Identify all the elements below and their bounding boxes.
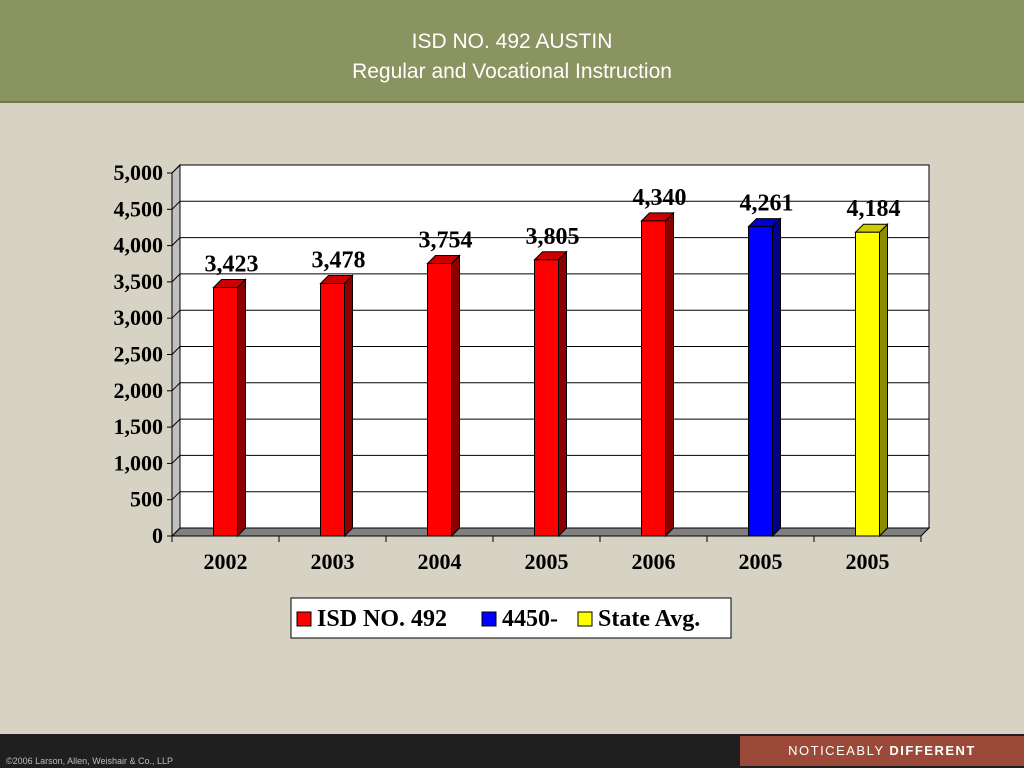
gridline — [171, 200, 929, 210]
bar — [320, 282, 345, 537]
legend-label: ISD NO. 492 — [317, 606, 447, 632]
bar-side — [237, 278, 246, 538]
y-tick-label: 5,000 — [114, 160, 164, 185]
y-tick-label: 3,500 — [114, 269, 164, 294]
tagline-normal: NOTICEABLY — [788, 743, 890, 758]
y-tick-label: 4,000 — [114, 233, 164, 258]
bar — [213, 286, 238, 537]
x-tick-label: 2002 — [204, 549, 248, 574]
y-tick-label: 1,000 — [114, 450, 164, 475]
data-label: 4,340 — [633, 185, 687, 211]
y-tick-label: 3,000 — [114, 305, 164, 330]
copyright-text: ©2006 Larson, Allen, Weishair & Co., LLP — [6, 756, 174, 766]
gridline — [171, 454, 929, 464]
x-tick-label: 2006 — [632, 549, 676, 574]
gridline — [171, 418, 929, 428]
x-tick-label: 2005 — [739, 549, 783, 574]
gridline — [171, 237, 929, 246]
x-tick-label: 2005 — [525, 549, 569, 574]
bar — [748, 226, 773, 537]
y-tick-label: 500 — [130, 487, 163, 512]
data-label: 3,478 — [312, 247, 366, 273]
bar — [855, 231, 880, 537]
legend-label: 4450- — [502, 606, 558, 632]
y-tick-label: 2,500 — [114, 342, 164, 367]
data-label: 3,805 — [526, 224, 580, 250]
legend-label: State Avg. — [598, 606, 700, 632]
bar-chart: 0 500 1,000 1,500 2,000 2,500 3,000 3,500 4,000 4… — [114, 160, 931, 639]
y-tick-label: 1,500 — [114, 414, 164, 439]
tagline: NOTICEABLY DIFFERENT — [740, 736, 1024, 766]
bar-side — [879, 223, 888, 538]
data-label: 3,754 — [419, 227, 473, 253]
x-tick-label: 2005 — [846, 549, 890, 574]
bar-side — [558, 250, 567, 538]
tagline-bold: DIFFERENT — [889, 743, 976, 758]
legend-swatch — [577, 611, 593, 627]
chart-subtitle: Regular and Vocational Instruction — [352, 60, 672, 83]
data-label: 3,423 — [205, 251, 259, 277]
bar-side — [344, 274, 353, 538]
legend-swatch — [296, 611, 312, 627]
y-tick-label: 0 — [152, 523, 163, 548]
y-tick-label: 2,000 — [114, 378, 164, 403]
data-label: 4,184 — [847, 196, 901, 222]
chart-title: ISD NO. 492 AUSTIN — [411, 30, 613, 53]
bar — [641, 220, 666, 537]
title-band: ISD NO. 492 AUSTIN Regular and Vocationa… — [0, 0, 1024, 103]
bar-side — [772, 217, 781, 538]
legend-box — [290, 597, 732, 639]
x-tick-label: 2003 — [311, 549, 355, 574]
gridline — [171, 491, 929, 501]
bar-side — [665, 211, 674, 538]
x-tick-label: 2004 — [418, 549, 462, 574]
y-tick-label: 4,500 — [114, 196, 164, 221]
legend-swatch — [481, 611, 497, 627]
gridline — [171, 273, 929, 283]
gridline — [171, 346, 929, 355]
data-label: 4,261 — [740, 191, 794, 217]
gridline — [171, 382, 929, 392]
bar — [534, 259, 559, 537]
bar-side — [451, 254, 460, 538]
bar — [427, 262, 452, 537]
gridline — [171, 309, 929, 319]
gridline — [171, 164, 929, 174]
